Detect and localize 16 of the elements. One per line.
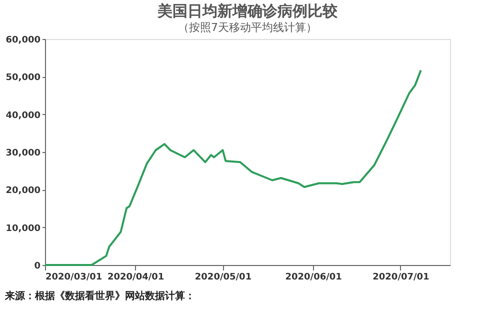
line-series — [44, 69, 422, 266]
x-tick-label: 2020/07/01 — [372, 272, 430, 282]
x-tick-label: 2020/04/01 — [107, 272, 164, 282]
y-tick-label: 50,000 — [6, 73, 40, 84]
x-tick-label: 2020/03/01 — [46, 272, 102, 282]
x-tick-label: 2020/05/01 — [194, 272, 252, 282]
y-tick-label: 60,000 — [6, 36, 40, 46]
y-tick-label: 0 — [34, 262, 40, 272]
source-note: 来源：根据《数据看世界》网站数据计算： — [4, 290, 195, 302]
y-tick-label: 30,000 — [6, 148, 40, 158]
y-tick-label: 40,000 — [6, 110, 40, 121]
chart-title: 美国日均新增确诊病例比较 — [156, 2, 338, 20]
chart-subtitle: （按照7天移动平均线计算） — [178, 21, 317, 34]
y-tick-label: 10,000 — [6, 224, 40, 234]
y-tick-label: 20,000 — [6, 186, 40, 196]
x-tick-label: 2020/06/01 — [285, 272, 342, 282]
